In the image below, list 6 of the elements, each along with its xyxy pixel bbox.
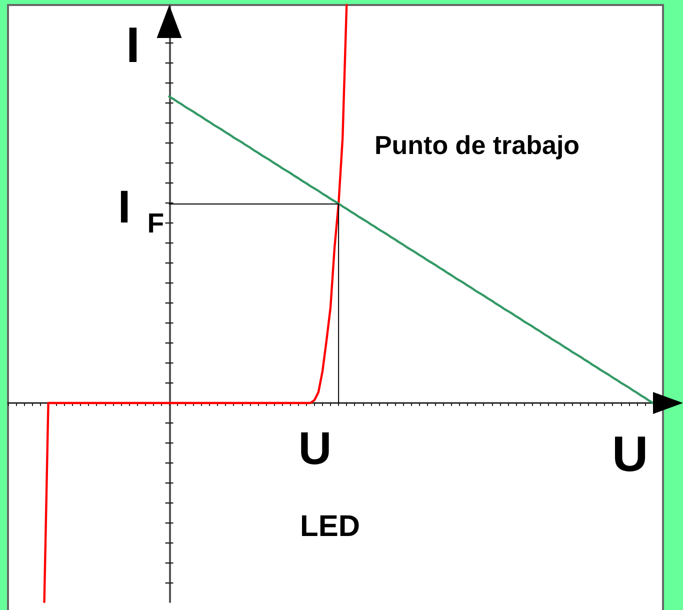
annotation: LED: [300, 510, 360, 543]
annotation: Punto de trabajo: [374, 130, 580, 160]
x-axis-title: U: [612, 426, 648, 482]
y-axis-title: I: [126, 17, 140, 73]
annotation: U: [298, 422, 332, 474]
annotation: I$_{F}$: [118, 180, 164, 238]
